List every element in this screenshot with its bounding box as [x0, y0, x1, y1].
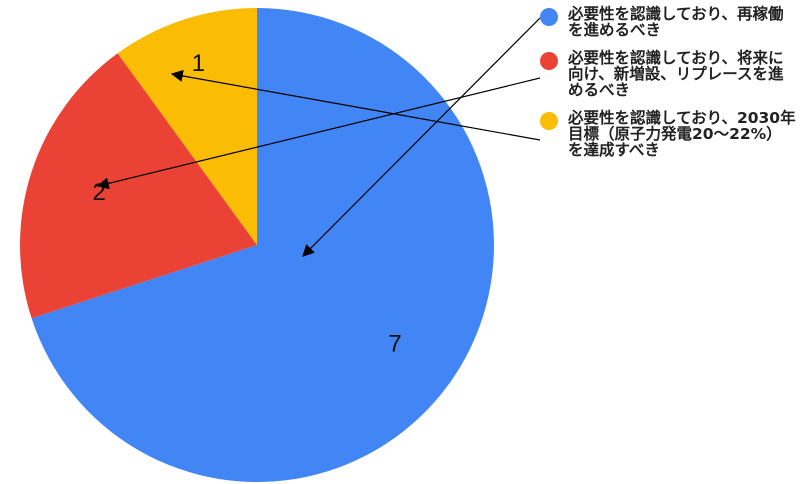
chart-legend: 必要性を認識しており、再稼働を進めるべき 必要性を認識しており、将来に向け、新増…: [540, 6, 796, 170]
pie-chart: 7 2 1: [20, 8, 540, 482]
legend-item-restart: 必要性を認識しており、再稼働を進めるべき: [540, 6, 796, 38]
legend-label-2030-target: 必要性を認識しており、2030年目標（原子力発電20〜22%）を達成すべき: [568, 109, 796, 159]
legend-item-new-build: 必要性を認識しており、将来に向け、新増設、リプレースを進めるべき: [540, 50, 796, 98]
legend-dot-red: [540, 52, 558, 70]
data-label-2030-target: 1: [192, 50, 205, 77]
data-label-restart: 7: [388, 331, 401, 358]
legend-leader-arrows: [96, 17, 540, 257]
pie-slice-new-build: [20, 53, 258, 319]
legend-label-restart: 必要性を認識しており、再稼働を進めるべき: [568, 5, 784, 39]
arrow-to-new-build-slice: [96, 77, 540, 190]
legend-item-2030-target: 必要性を認識しており、2030年目標（原子力発電20〜22%）を達成すべき: [540, 110, 796, 158]
arrow-to-restart-slice: [302, 17, 540, 257]
legend-dot-blue: [540, 8, 558, 26]
arrow-to-2030-target-slice: [170, 70, 540, 141]
pie-slices: [20, 8, 494, 482]
data-label-new-build: 2: [93, 179, 106, 206]
pie-slice-2030-target: [117, 8, 258, 245]
legend-dot-yellow: [540, 112, 558, 130]
pie-slice-restart: [31, 8, 494, 482]
legend-label-new-build: 必要性を認識しており、将来に向け、新増設、リプレースを進めるべき: [568, 49, 784, 99]
